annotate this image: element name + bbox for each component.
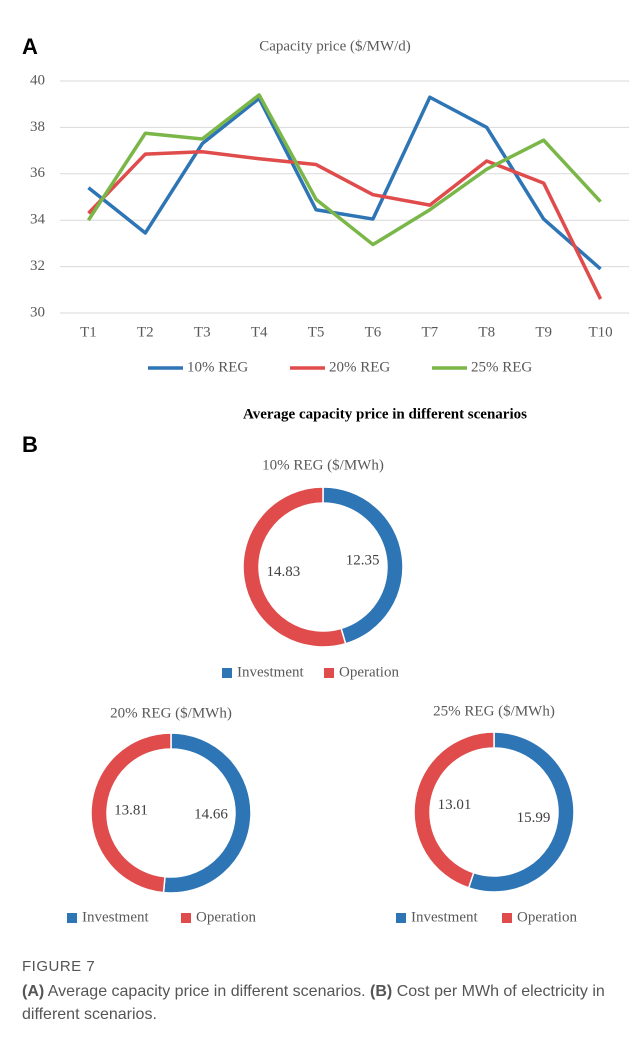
- y-tick-label: 36: [30, 165, 46, 181]
- legend-swatch: [396, 913, 406, 923]
- x-tick-label: T10: [588, 324, 612, 340]
- chart-title: 25% REG ($/MWh): [433, 703, 555, 719]
- figure: A B Capacity price ($/MW/d) 30 32 34 36 38 40 T…: [22, 34, 629, 925]
- caption-part: (B): [370, 983, 393, 1000]
- panel-label: B: [22, 432, 38, 457]
- legend-label: 10% REG: [187, 359, 248, 375]
- caption-text: (A) Average capacity price in different …: [22, 980, 622, 1026]
- caption-part: Average capacity price in different scen…: [47, 983, 366, 1000]
- x-tick-label: T6: [365, 324, 382, 340]
- x-tick-label: T3: [194, 324, 211, 340]
- donut-segment: [90, 732, 172, 894]
- chart-title: Capacity price ($/MW/d): [259, 38, 411, 54]
- legend-label: Operation: [196, 909, 256, 925]
- x-tick-label: T4: [251, 324, 268, 340]
- legend-label: Operation: [517, 909, 577, 925]
- value-label: 13.01: [438, 797, 472, 813]
- x-tick-label: T9: [535, 324, 552, 340]
- y-tick-label: 32: [30, 258, 45, 274]
- legend-label: Investment: [411, 909, 478, 925]
- value-label: 14.83: [267, 564, 301, 580]
- donut-segment: [242, 486, 347, 648]
- y-tick-label: 40: [30, 72, 45, 88]
- legend-swatch: [222, 668, 232, 678]
- x-tick-label: T2: [137, 324, 154, 340]
- legend-swatch: [181, 913, 191, 923]
- legend-swatch: [67, 913, 77, 923]
- x-tick-label: T5: [308, 324, 325, 340]
- legend-label: Investment: [82, 909, 149, 925]
- legend-label: Investment: [237, 664, 304, 680]
- donut-segment: [413, 731, 495, 889]
- chart-title: 20% REG ($/MWh): [110, 705, 232, 721]
- legend-label: 20% REG: [329, 359, 390, 375]
- caption-part: (A): [22, 983, 45, 1000]
- legend-swatch: [502, 913, 512, 923]
- caption: FIGURE 7 (A) Average capacity price in d…: [22, 955, 622, 1026]
- line-series: [87, 95, 602, 271]
- y-tick-label: 38: [30, 119, 45, 135]
- legend-label: 25% REG: [471, 359, 532, 375]
- chart-subtitle: Average capacity price in different scen…: [243, 406, 527, 422]
- legend-label: Operation: [339, 664, 399, 680]
- chart-title: 10% REG ($/MWh): [262, 457, 384, 473]
- x-tick-label: T1: [80, 324, 97, 340]
- y-tick-label: 34: [30, 212, 46, 228]
- figure-label: FIGURE 7: [22, 958, 96, 975]
- value-label: 12.35: [346, 553, 380, 569]
- legend-swatch: [324, 668, 334, 678]
- panel-label: A: [22, 34, 38, 59]
- value-label: 14.66: [194, 806, 228, 822]
- x-tick-label: T8: [478, 324, 495, 340]
- line-series: [87, 150, 603, 300]
- caption-part: Cost per MWh of electricity in different…: [22, 983, 605, 1023]
- x-tick-label: T7: [422, 324, 439, 340]
- y-tick-label: 30: [30, 304, 45, 320]
- line-series: [86, 93, 602, 247]
- value-label: 13.81: [114, 803, 148, 819]
- value-label: 15.99: [517, 810, 551, 826]
